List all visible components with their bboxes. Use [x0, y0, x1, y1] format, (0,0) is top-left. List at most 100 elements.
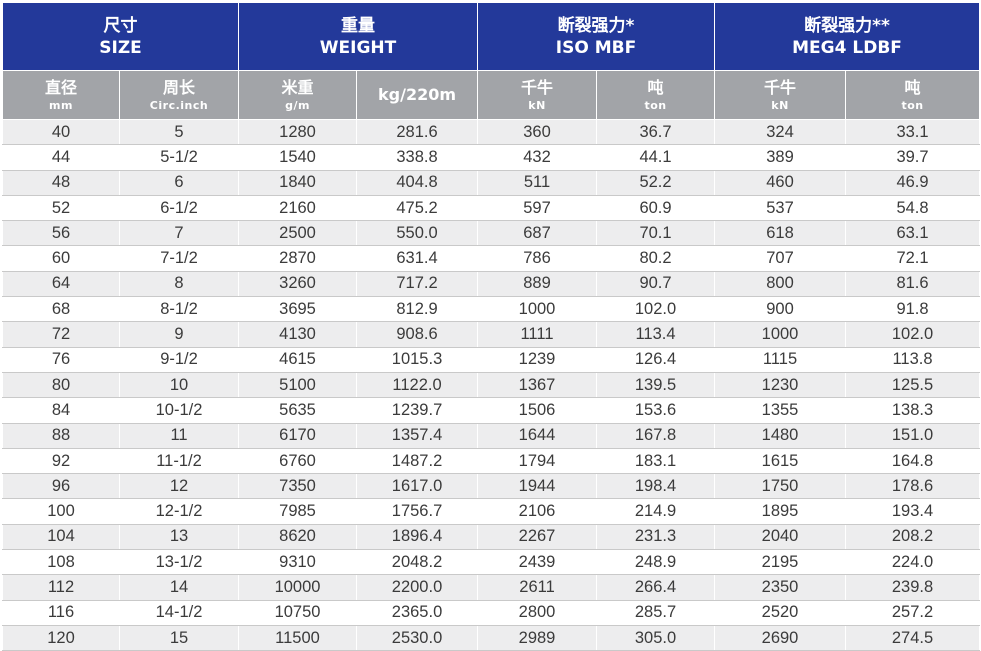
sub-header-meg4-ton: 吨 ton [845, 70, 981, 120]
circumference-cell: 5-1/2 [118, 144, 240, 171]
iso-kn-cell: 786 [477, 245, 598, 272]
sub-header-label: 米重 [281, 77, 314, 97]
iso-ton-cell: 44.1 [596, 144, 716, 171]
circumference-cell: 11 [118, 423, 240, 449]
sub-header-label: 吨 [904, 77, 921, 97]
iso-kn-cell: 1000 [477, 296, 598, 323]
meg4-kn-cell: 1895 [714, 498, 847, 525]
circumference-cell: 12 [118, 473, 240, 500]
circumference-cell: 8 [118, 271, 240, 298]
weight-per-coil-cell: 1357.4 [356, 423, 479, 449]
table-row: 108 13-1/2 9310 2048.2 2439 248.9 2195 224.0 [2, 549, 981, 576]
diameter-cell: 72 [2, 321, 120, 348]
group-header-cn: 断裂强力** [804, 15, 890, 36]
weight-per-meter-cell: 1540 [238, 144, 358, 171]
meg4-kn-cell: 800 [714, 271, 847, 298]
group-header-en: SIZE [99, 37, 142, 58]
iso-ton-cell: 139.5 [596, 372, 716, 399]
weight-per-meter-cell: 3695 [238, 296, 358, 323]
group-header-cn: 断裂强力* [557, 15, 635, 36]
iso-ton-cell: 153.6 [596, 397, 716, 424]
circumference-cell: 7 [118, 220, 240, 247]
diameter-cell: 84 [2, 397, 120, 424]
circumference-cell: 9-1/2 [118, 347, 240, 373]
circumference-cell: 14-1/2 [118, 600, 240, 626]
weight-per-meter-cell: 10000 [238, 574, 358, 601]
weight-per-coil-cell: 550.0 [356, 220, 479, 247]
weight-per-meter-cell: 1840 [238, 170, 358, 196]
iso-ton-cell: 90.7 [596, 271, 716, 298]
table-row: 40 5 1280 281.6 360 36.7 324 33.1 [2, 119, 981, 146]
circumference-cell: 9 [118, 321, 240, 348]
meg4-kn-cell: 2040 [714, 524, 847, 551]
sub-header-unit: mm [49, 98, 73, 112]
sub-header-label: 直径 [44, 77, 77, 97]
weight-per-meter-cell: 2500 [238, 220, 358, 247]
iso-ton-cell: 80.2 [596, 245, 716, 272]
iso-kn-cell: 1944 [477, 473, 598, 500]
meg4-ton-cell: 151.0 [845, 423, 981, 449]
sub-header-label: 周长 [163, 77, 196, 97]
meg4-ton-cell: 39.7 [845, 144, 981, 171]
meg4-ton-cell: 46.9 [845, 170, 981, 196]
meg4-kn-cell: 1355 [714, 397, 847, 424]
table-row: 76 9-1/2 4615 1015.3 1239 126.4 1115 113.8 [2, 347, 981, 373]
iso-ton-cell: 231.3 [596, 524, 716, 551]
table-row: 60 7-1/2 2870 631.4 786 80.2 707 72.1 [2, 245, 981, 272]
iso-ton-cell: 214.9 [596, 498, 716, 525]
sub-header-weight-per-meter: 米重 g/m [238, 70, 358, 120]
group-header-en: ISO MBF [555, 37, 637, 58]
weight-per-coil-cell: 908.6 [356, 321, 479, 348]
iso-kn-cell: 1506 [477, 397, 598, 424]
table-row: 68 8-1/2 3695 812.9 1000 102.0 900 91.8 [2, 296, 981, 323]
group-header-en: WEIGHT [319, 37, 397, 58]
meg4-kn-cell: 2520 [714, 600, 847, 626]
circumference-cell: 8-1/2 [118, 296, 240, 323]
table-row: 80 10 5100 1122.0 1367 139.5 1230 125.5 [2, 372, 981, 399]
diameter-cell: 80 [2, 372, 120, 399]
circumference-cell: 13-1/2 [118, 549, 240, 576]
meg4-ton-cell: 72.1 [845, 245, 981, 272]
circumference-cell: 13 [118, 524, 240, 551]
weight-per-coil-cell: 1756.7 [356, 498, 479, 525]
meg4-kn-cell: 1750 [714, 473, 847, 500]
table-row: 104 13 8620 1896.4 2267 231.3 2040 208.2 [2, 524, 981, 551]
meg4-ton-cell: 54.8 [845, 195, 981, 222]
iso-kn-cell: 2800 [477, 600, 598, 626]
weight-per-meter-cell: 9310 [238, 549, 358, 576]
table-row: 84 10-1/2 5635 1239.7 1506 153.6 1355 138.3 [2, 397, 981, 424]
sub-header-unit: kN [771, 98, 789, 112]
table-row: 44 5-1/2 1540 338.8 432 44.1 389 39.7 [2, 144, 981, 171]
weight-per-meter-cell: 5635 [238, 397, 358, 424]
weight-per-meter-cell: 4130 [238, 321, 358, 348]
iso-kn-cell: 1367 [477, 372, 598, 399]
meg4-ton-cell: 63.1 [845, 220, 981, 247]
weight-per-meter-cell: 7985 [238, 498, 358, 525]
table-row: 48 6 1840 404.8 511 52.2 460 46.9 [2, 170, 981, 196]
meg4-ton-cell: 193.4 [845, 498, 981, 525]
meg4-kn-cell: 1000 [714, 321, 847, 348]
meg4-kn-cell: 1615 [714, 448, 847, 475]
sub-header-iso-kn: 千牛 kN [477, 70, 598, 120]
weight-per-coil-cell: 1487.2 [356, 448, 479, 475]
diameter-cell: 120 [2, 625, 120, 651]
weight-per-coil-cell: 631.4 [356, 245, 479, 272]
group-header-size: 尺寸 SIZE [1, 2, 240, 71]
iso-ton-cell: 198.4 [596, 473, 716, 500]
iso-kn-cell: 2439 [477, 549, 598, 576]
group-header-cn: 重量 [341, 15, 376, 36]
table-row: 116 14-1/2 10750 2365.0 2800 285.7 2520 257.2 [2, 600, 981, 626]
weight-per-coil-cell: 1617.0 [356, 473, 479, 500]
diameter-cell: 40 [2, 119, 120, 146]
iso-ton-cell: 113.4 [596, 321, 716, 348]
meg4-kn-cell: 2350 [714, 574, 847, 601]
meg4-kn-cell: 707 [714, 245, 847, 272]
iso-ton-cell: 248.9 [596, 549, 716, 576]
diameter-cell: 104 [2, 524, 120, 551]
sub-header-label: 千牛 [521, 77, 554, 97]
meg4-ton-cell: 33.1 [845, 119, 981, 146]
sub-header-label: 吨 [647, 77, 664, 97]
iso-ton-cell: 60.9 [596, 195, 716, 222]
iso-kn-cell: 597 [477, 195, 598, 222]
diameter-cell: 108 [2, 549, 120, 576]
